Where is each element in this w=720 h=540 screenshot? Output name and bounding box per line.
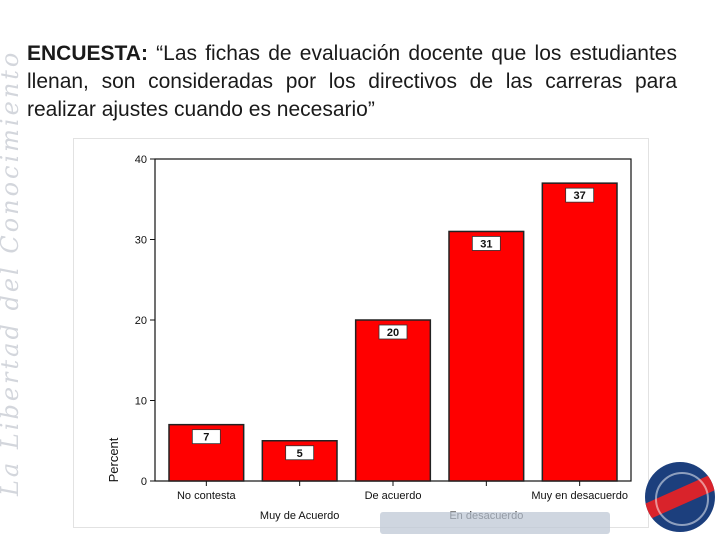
accreditation-seal bbox=[645, 462, 715, 532]
title-lead: ENCUESTA: bbox=[27, 42, 148, 65]
y-tick-label: 40 bbox=[135, 154, 147, 166]
x-category-label: De acuerdo bbox=[365, 490, 422, 502]
data-label: 7 bbox=[203, 432, 209, 444]
page-title: ENCUESTA: “Las fichas de evaluación doce… bbox=[27, 40, 677, 124]
y-tick-label: 20 bbox=[135, 315, 147, 327]
footer-logo bbox=[380, 512, 610, 534]
bar-5 bbox=[541, 182, 618, 482]
y-tick-label: 10 bbox=[135, 396, 147, 408]
data-label-box bbox=[285, 445, 315, 461]
y-axis-label: Percent bbox=[106, 437, 121, 482]
y-tick-label: 30 bbox=[135, 235, 147, 247]
data-label: 20 bbox=[387, 327, 399, 339]
bar-4 bbox=[448, 230, 525, 482]
seal-ring bbox=[655, 472, 709, 526]
data-label: 5 bbox=[297, 448, 303, 460]
x-category-label: No contesta bbox=[177, 490, 237, 502]
title-text: “Las fichas de evaluación docente que lo… bbox=[27, 42, 677, 121]
chart-canvas: 0 10 20 30 40 Percent 7 No contesta 5 Muy de Acue… bbox=[106, 154, 632, 522]
data-label-box bbox=[471, 236, 501, 251]
data-label-box bbox=[191, 429, 221, 445]
data-label: 37 bbox=[574, 190, 586, 202]
bar-3 bbox=[354, 319, 432, 482]
data-label: 31 bbox=[480, 238, 492, 250]
data-label-box bbox=[565, 187, 595, 203]
data-label-box bbox=[378, 324, 408, 340]
x-category-label: Muy en desacuerdo bbox=[531, 490, 628, 502]
x-category-label: Muy de Acuerdo bbox=[260, 510, 340, 522]
bar-chart: 0 10 20 30 40 Percent 7 No contesta 5 Muy de Acue… bbox=[73, 138, 649, 528]
y-tick-label: 0 bbox=[141, 476, 147, 488]
